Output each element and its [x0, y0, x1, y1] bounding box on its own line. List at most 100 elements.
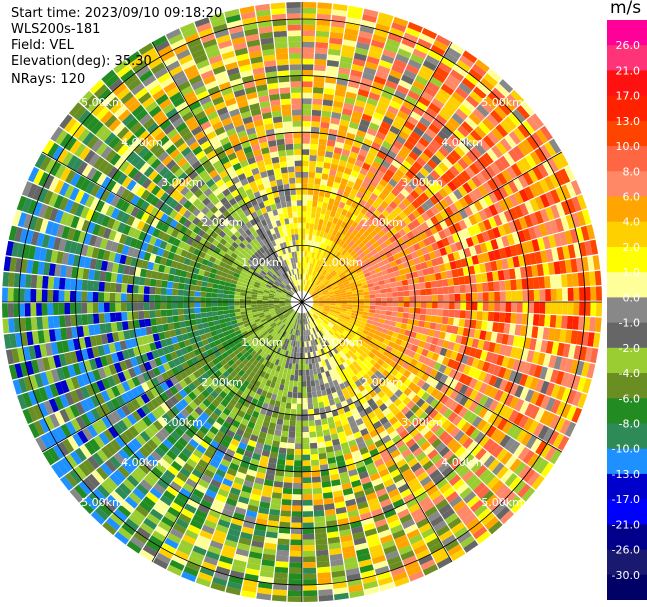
velocity-gate — [329, 37, 343, 45]
velocity-gate — [484, 262, 492, 272]
velocity-gate — [526, 135, 539, 150]
velocity-gate — [307, 262, 311, 269]
velocity-gate — [194, 296, 201, 302]
velocity-gate — [577, 272, 585, 287]
velocity-gate — [345, 91, 357, 100]
velocity-gate — [402, 335, 410, 343]
velocity-gate — [330, 270, 336, 276]
velocity-gate — [322, 335, 327, 342]
velocity-gate — [417, 70, 432, 81]
velocity-gate — [472, 526, 488, 540]
velocity-gates — [2, 2, 602, 602]
velocity-gate — [346, 343, 353, 350]
velocity-gate — [482, 409, 494, 422]
velocity-gate — [347, 265, 355, 271]
velocity-gate — [368, 286, 375, 292]
velocity-gate — [432, 71, 446, 83]
velocity-gate — [471, 175, 482, 188]
velocity-gate — [400, 274, 408, 281]
velocity-gate — [401, 518, 416, 530]
velocity-gate — [457, 531, 472, 544]
velocity-gate — [538, 276, 545, 289]
velocity-gate — [311, 276, 315, 282]
velocity-gate — [522, 290, 529, 302]
velocity-gate — [297, 392, 302, 399]
velocity-gate — [362, 433, 372, 442]
velocity-gate — [370, 338, 378, 345]
velocity-gate — [376, 326, 383, 333]
velocity-gate — [437, 302, 444, 309]
velocity-gate — [341, 50, 354, 59]
velocity-gate — [318, 401, 325, 409]
velocity-gate — [251, 302, 257, 305]
velocity-gate — [364, 298, 370, 302]
velocity-gate — [320, 314, 326, 319]
velocity-gate — [494, 483, 509, 498]
velocity-gate — [335, 365, 342, 373]
velocity-gate — [466, 337, 474, 347]
velocity-gate — [391, 22, 407, 33]
velocity-gate — [518, 188, 530, 203]
velocity-gate — [308, 311, 312, 317]
velocity-gate — [313, 183, 321, 191]
velocity-gate — [415, 171, 426, 182]
velocity-gate — [120, 302, 127, 312]
velocity-gate — [302, 477, 312, 484]
velocity-gate — [458, 406, 469, 418]
velocity-gate — [425, 208, 435, 219]
velocity-gate — [369, 214, 378, 222]
velocity-gate — [386, 381, 395, 390]
velocity-gate — [462, 228, 471, 239]
velocity-gate — [302, 228, 306, 235]
velocity-gate — [531, 264, 539, 277]
velocity-gate — [30, 317, 38, 331]
velocity-gate — [469, 428, 481, 441]
velocity-gate — [302, 426, 309, 433]
velocity-gate — [132, 311, 139, 320]
velocity-gate — [450, 243, 458, 253]
velocity-gate — [318, 343, 323, 350]
velocity-gate — [353, 105, 365, 114]
velocity-gate — [442, 340, 450, 349]
velocity-gate — [397, 333, 405, 341]
velocity-gate — [428, 408, 439, 419]
velocity-gate — [501, 235, 510, 247]
velocity-gate — [394, 371, 403, 380]
velocity-gate — [438, 430, 450, 442]
velocity-gate — [340, 342, 346, 349]
velocity-gate — [499, 291, 506, 302]
velocity-gate — [347, 276, 354, 282]
velocity-gate — [381, 297, 387, 302]
velocity-gate — [326, 364, 332, 371]
velocity-gate — [399, 513, 413, 524]
velocity-gate — [302, 449, 310, 455]
velocity-gate — [385, 182, 395, 192]
velocity-gate — [406, 135, 418, 146]
velocity-gate — [211, 306, 218, 312]
velocity-gate — [211, 297, 218, 302]
velocity-gate — [335, 231, 342, 239]
velocity-gate — [407, 245, 416, 254]
velocity-gate — [453, 200, 464, 211]
velocity-gate — [324, 257, 330, 264]
velocity-gate — [475, 59, 490, 73]
velocity-gate — [418, 137, 430, 148]
velocity-gate — [302, 205, 307, 212]
velocity-gate — [466, 178, 478, 191]
velocity-gate — [302, 369, 306, 376]
velocity-gate — [294, 443, 302, 450]
velocity-gate — [372, 81, 385, 91]
velocity-gate — [137, 302, 144, 311]
velocity-gate — [330, 355, 336, 363]
velocity-gate — [351, 63, 364, 73]
velocity-gate — [308, 234, 313, 241]
velocity-gate — [380, 288, 387, 294]
velocity-gate — [314, 271, 319, 278]
velocity-gate — [351, 526, 364, 535]
velocity-gate — [313, 271, 318, 277]
velocity-gate — [398, 415, 409, 425]
velocity-gate — [589, 271, 596, 286]
velocity-gate — [318, 297, 325, 300]
velocity-gate — [302, 177, 308, 184]
velocity-gate — [422, 415, 433, 426]
